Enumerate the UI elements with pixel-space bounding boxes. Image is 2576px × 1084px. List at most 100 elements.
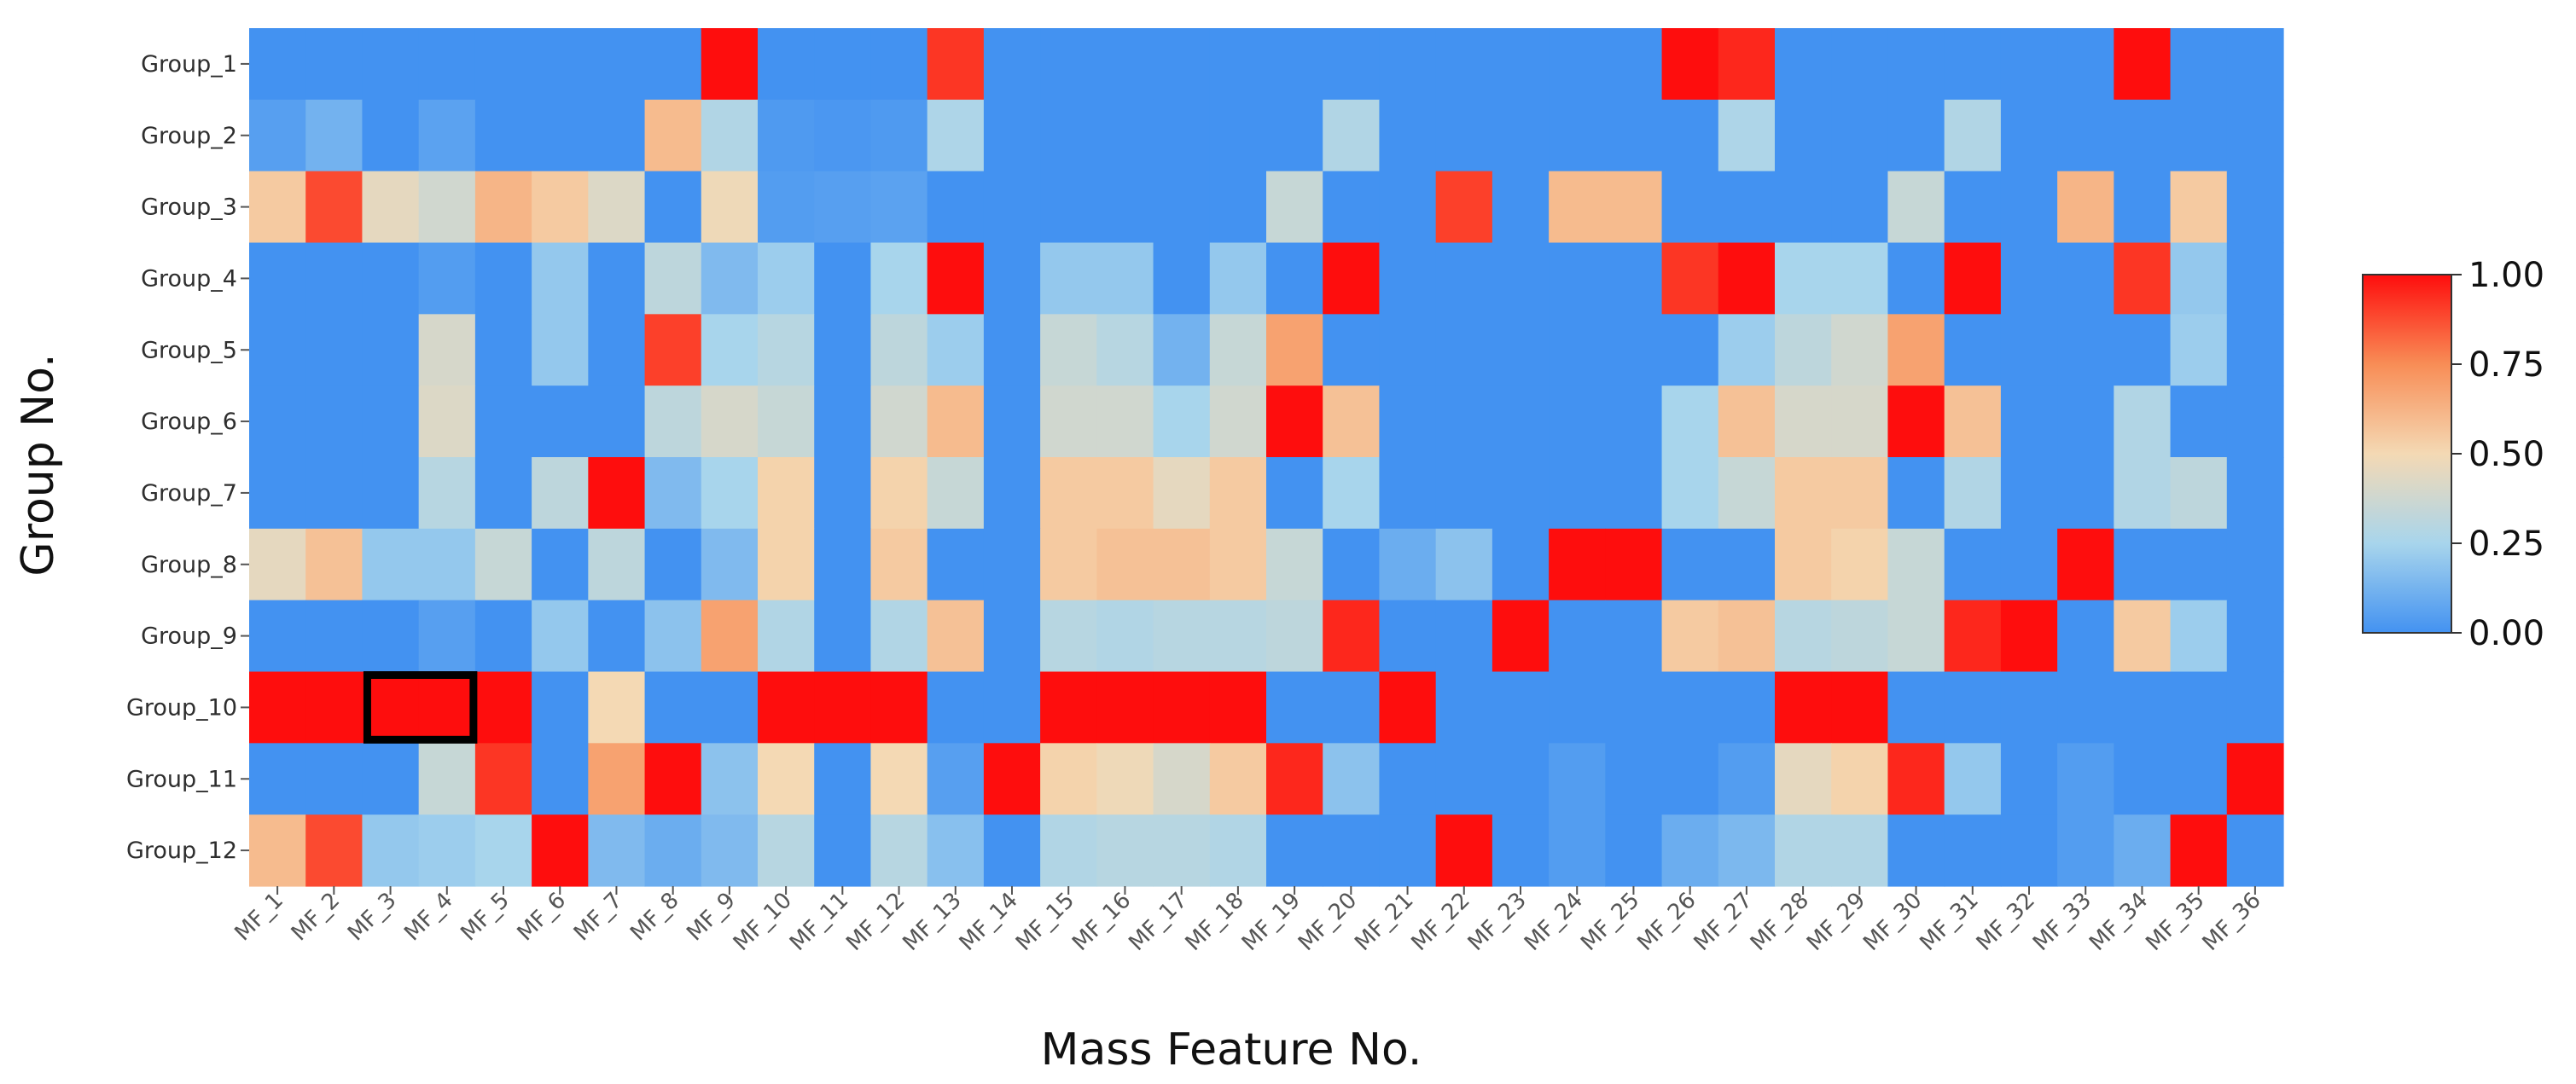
heatmap-cell-group-8-mf-31: [1944, 528, 2002, 601]
heatmap-cell-group-12-mf-29: [1831, 814, 1889, 887]
heatmap-cell-group-6-mf-6: [532, 385, 589, 458]
heatmap-cell-group-2-mf-19: [1266, 99, 1323, 172]
heatmap-cell-group-12-mf-25: [1605, 814, 1663, 887]
heatmap-cell-group-2-mf-34: [2114, 99, 2172, 172]
heatmap-cell-group-9-mf-18: [1209, 600, 1267, 673]
heatmap-cell-group-12-mf-21: [1379, 814, 1437, 887]
colorbar-tick-label: 0.75: [2468, 345, 2544, 385]
heatmap-cell-group-9-mf-11: [814, 600, 872, 673]
heatmap-cell-group-6-mf-4: [418, 385, 476, 458]
heatmap-cell-group-3-mf-16: [1096, 171, 1154, 244]
heatmap-cell-group-7-mf-31: [1944, 457, 2002, 530]
heatmap-cell-group-1-mf-19: [1266, 28, 1323, 101]
heatmap-cell-group-7-mf-8: [644, 457, 702, 530]
heatmap-cell-group-1-mf-21: [1379, 28, 1437, 101]
heatmap-cell-group-7-mf-35: [2170, 457, 2228, 530]
heatmap-cell-group-6-mf-11: [814, 385, 872, 458]
heatmap-cell-group-10-mf-21: [1379, 671, 1437, 744]
x-tick-label: MF_23: [1463, 888, 1532, 956]
heatmap-cell-group-6-mf-3: [362, 385, 420, 458]
heatmap-cell-group-10-mf-12: [870, 671, 928, 744]
heatmap-cell-group-9-mf-31: [1944, 600, 2002, 673]
heatmap-cell-group-4-mf-36: [2226, 242, 2284, 315]
heatmap-cell-group-2-mf-16: [1096, 99, 1154, 172]
heatmap-cell-group-9-mf-4: [418, 600, 476, 673]
heatmap-cell-group-6-mf-23: [1492, 385, 1550, 458]
heatmap-cell-group-11-mf-18: [1209, 743, 1267, 815]
heatmap-cell-group-6-mf-24: [1549, 385, 1606, 458]
heatmap-cell-group-4-mf-29: [1831, 242, 1889, 315]
heatmap-cell-group-5-mf-8: [644, 314, 702, 386]
heatmap-cell-group-2-mf-2: [305, 99, 363, 172]
heatmap-cell-group-7-mf-3: [362, 457, 420, 530]
heatmap-cell-group-11-mf-36: [2226, 743, 2284, 815]
heatmap-cell-group-5-mf-4: [418, 314, 476, 386]
heatmap-cell-group-10-mf-36: [2226, 671, 2284, 744]
heatmap-cell-group-8-mf-19: [1266, 528, 1323, 601]
heatmap-cell-group-9-mf-6: [532, 600, 589, 673]
heatmap-cell-group-5-mf-1: [249, 314, 306, 386]
heatmap-cell-group-2-mf-5: [474, 99, 532, 172]
heatmap-cell-group-7-mf-16: [1096, 457, 1154, 530]
heatmap-cells: [249, 28, 2284, 887]
heatmap-cell-group-12-mf-31: [1944, 814, 2002, 887]
heatmap-cell-group-3-mf-26: [1661, 171, 1719, 244]
heatmap-cell-group-12-mf-12: [870, 814, 928, 887]
heatmap-cell-group-9-mf-24: [1549, 600, 1606, 673]
heatmap-cell-group-2-mf-17: [1153, 99, 1211, 172]
heatmap-cell-group-1-mf-32: [2000, 28, 2058, 101]
heatmap-cell-group-10-mf-29: [1831, 671, 1889, 744]
heatmap-cell-group-3-mf-30: [1887, 171, 1945, 244]
heatmap-cell-group-6-mf-31: [1944, 385, 2002, 458]
heatmap-cell-group-10-mf-15: [1040, 671, 1097, 744]
heatmap-cell-group-9-mf-34: [2114, 600, 2172, 673]
heatmap-cell-group-8-mf-36: [2226, 528, 2284, 601]
heatmap-cell-group-6-mf-30: [1887, 385, 1945, 458]
heatmap-cell-group-10-mf-18: [1209, 671, 1267, 744]
x-tick-label: MF_27: [1689, 888, 1758, 956]
heatmap-cell-group-4-mf-14: [983, 242, 1041, 315]
heatmap-cell-group-1-mf-3: [362, 28, 420, 101]
heatmap-cell-group-10-mf-32: [2000, 671, 2058, 744]
heatmap-cell-group-2-mf-18: [1209, 99, 1267, 172]
heatmap-cell-group-12-mf-10: [758, 814, 815, 887]
heatmap-cell-group-11-mf-3: [362, 743, 420, 815]
heatmap-cell-group-12-mf-19: [1266, 814, 1323, 887]
heatmap-cell-group-4-mf-7: [588, 242, 646, 315]
heatmap-cell-group-8-mf-7: [588, 528, 646, 601]
heatmap-cell-group-2-mf-27: [1718, 99, 1776, 172]
x-tick-label: MF_25: [1576, 888, 1644, 956]
heatmap-cell-group-1-mf-17: [1153, 28, 1211, 101]
heatmap-cell-group-10-mf-16: [1096, 671, 1154, 744]
heatmap-cell-group-9-mf-17: [1153, 600, 1211, 673]
heatmap-cell-group-10-mf-2: [305, 671, 363, 744]
heatmap-cell-group-4-mf-1: [249, 242, 306, 315]
heatmap-cell-group-11-mf-7: [588, 743, 646, 815]
heatmap-cell-group-9-mf-9: [701, 600, 759, 673]
heatmap-cell-group-5-mf-32: [2000, 314, 2058, 386]
heatmap-cell-group-6-mf-36: [2226, 385, 2284, 458]
heatmap-cell-group-10-mf-35: [2170, 671, 2228, 744]
heatmap-cell-group-11-mf-27: [1718, 743, 1776, 815]
heatmap-cell-group-11-mf-10: [758, 743, 815, 815]
x-tick-label: MF_3: [343, 888, 402, 947]
heatmap-cell-group-8-mf-32: [2000, 528, 2058, 601]
heatmap-cell-group-1-mf-26: [1661, 28, 1719, 101]
x-tick-label: MF_21: [1350, 888, 1418, 956]
heatmap-cell-group-11-mf-6: [532, 743, 589, 815]
heatmap-cell-group-1-mf-13: [927, 28, 985, 101]
y-tick-label: Group_7: [141, 480, 237, 507]
x-tick-label: MF_20: [1294, 888, 1362, 956]
heatmap-cell-group-3-mf-11: [814, 171, 872, 244]
colorbar-tick-label: 0.50: [2468, 435, 2544, 474]
heatmap-cell-group-3-mf-2: [305, 171, 363, 244]
heatmap-cell-group-7-mf-13: [927, 457, 985, 530]
heatmap-cell-group-1-mf-18: [1209, 28, 1267, 101]
heatmap-cell-group-9-mf-8: [644, 600, 702, 673]
heatmap-cell-group-12-mf-28: [1775, 814, 1832, 887]
heatmap-cell-group-7-mf-27: [1718, 457, 1776, 530]
heatmap-cell-group-11-mf-32: [2000, 743, 2058, 815]
heatmap-cell-group-2-mf-14: [983, 99, 1041, 172]
heatmap-cell-group-12-mf-23: [1492, 814, 1550, 887]
heatmap-cell-group-5-mf-16: [1096, 314, 1154, 386]
